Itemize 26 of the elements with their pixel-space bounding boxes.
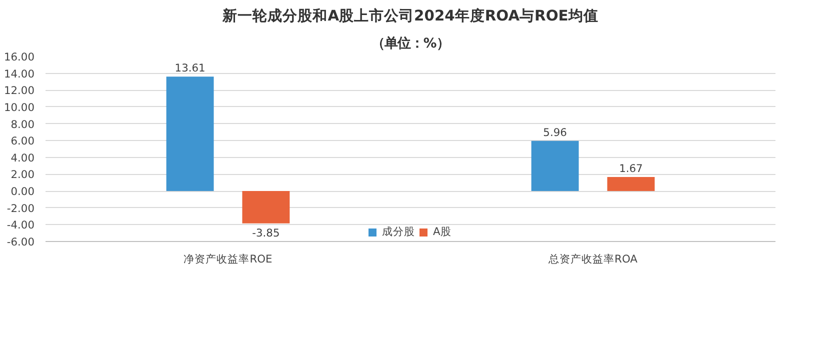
- y-tick-label: 0.00: [10, 185, 35, 198]
- data-label: 13.61: [174, 62, 206, 75]
- bar: [607, 177, 655, 192]
- y-tick-label: 4.00: [10, 151, 35, 164]
- y-tick-label: -6.00: [6, 236, 35, 248]
- y-tick-label: -2.00: [6, 202, 35, 215]
- data-label: 1.67: [619, 162, 643, 175]
- legend-label: 成分股: [382, 225, 415, 239]
- y-tick-label: 2.00: [10, 168, 35, 182]
- bar: [531, 140, 579, 192]
- y-tick-label: 16.00: [4, 50, 35, 64]
- bar: [242, 191, 290, 224]
- data-label: -3.85: [252, 226, 280, 240]
- data-label: 5.96: [543, 126, 568, 139]
- y-tick-label: 12.00: [4, 84, 35, 98]
- x-tick-label: 总资产收益率ROA: [548, 252, 638, 266]
- y-tick-label: 14.00: [4, 67, 35, 80]
- x-tick-label: 净资产收益率ROE: [184, 252, 273, 266]
- legend-label: A股: [433, 225, 452, 239]
- y-tick-label: 6.00: [10, 134, 35, 148]
- chart-title: 新一轮成分股和A股上市公司2024年度ROA与ROE均值: [222, 6, 598, 24]
- y-tick-label: 8.00: [10, 118, 35, 131]
- bar: [166, 76, 214, 192]
- y-tick-label: 10.00: [4, 100, 35, 114]
- y-tick-label: -4.00: [6, 218, 35, 232]
- chart-subtitle: （单位：%）: [371, 36, 450, 52]
